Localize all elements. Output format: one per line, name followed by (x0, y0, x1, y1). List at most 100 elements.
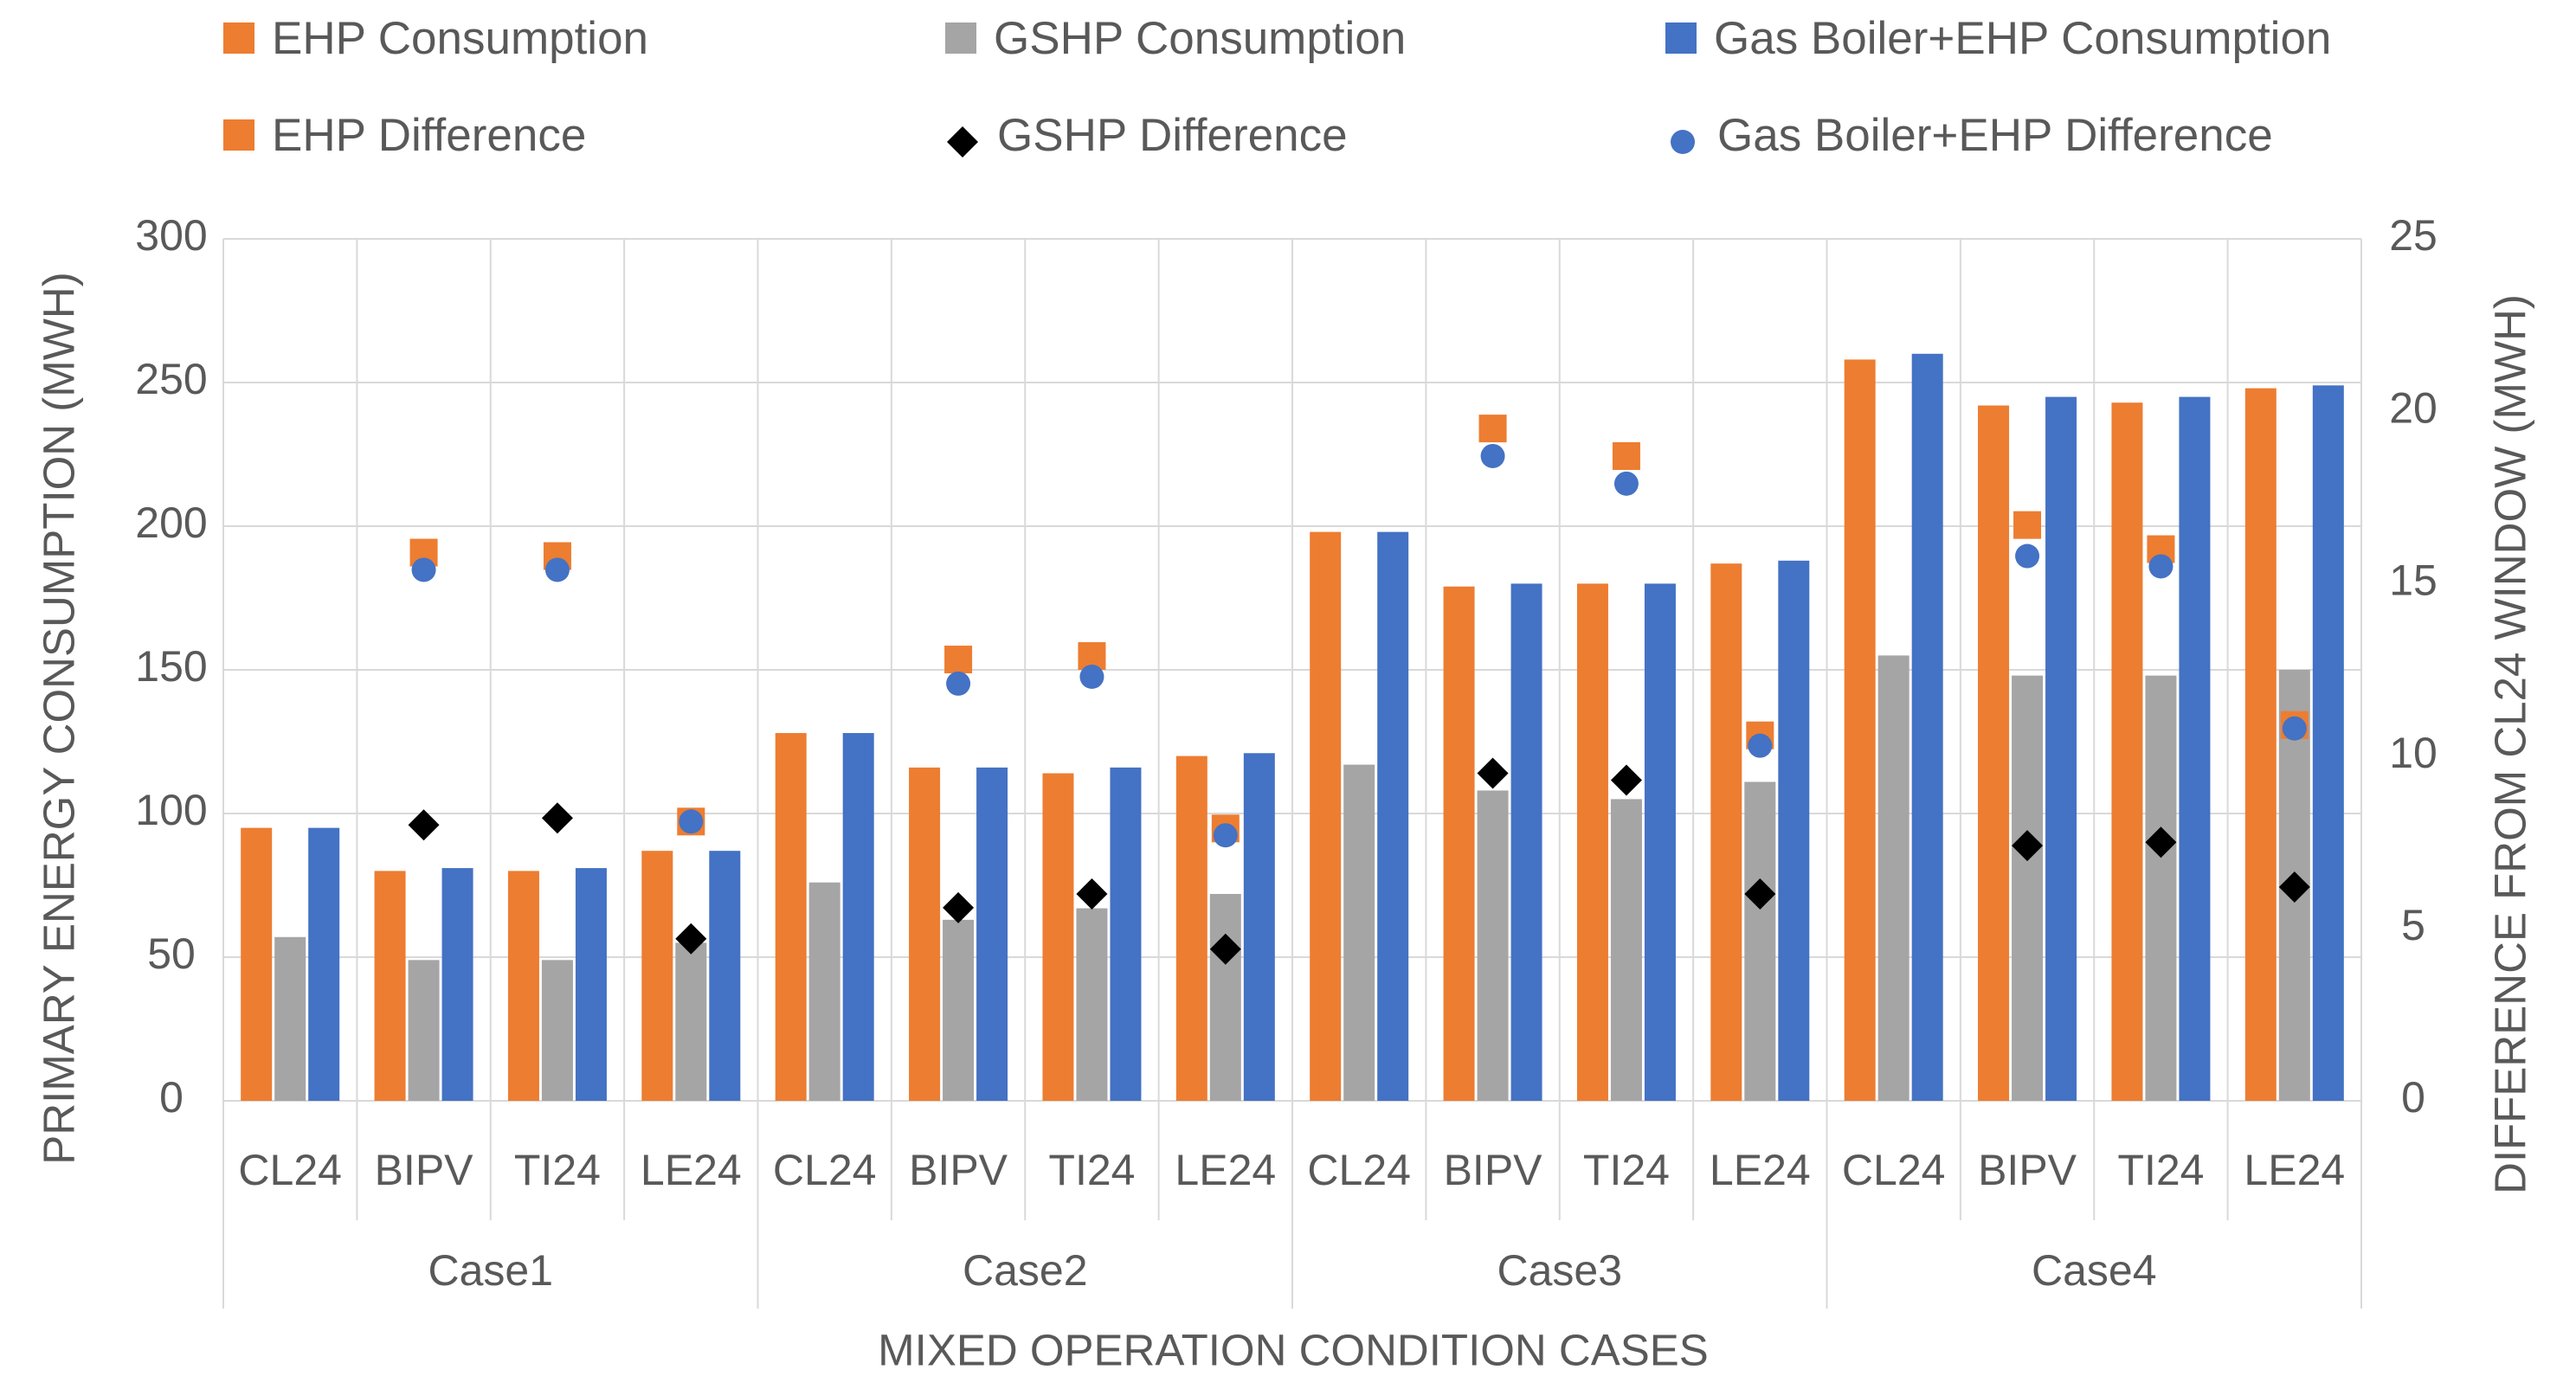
bar-ehp-consumption (775, 733, 807, 1101)
y-tick-label: 200 (135, 498, 207, 547)
bar-gshp-consumption (1343, 764, 1375, 1101)
bar-gas-boiler-ehp-consumption (1110, 767, 1142, 1101)
y-tick-label: 250 (135, 355, 207, 403)
bar-ehp-consumption (1042, 773, 1074, 1101)
bar-gshp-consumption (1477, 790, 1509, 1101)
marker-gas-boiler-ehp-difference (1480, 443, 1505, 468)
y-axis-title: PRIMARY ENERGY CONSUMPTION (MWH) (34, 272, 84, 1165)
marker-gas-boiler-ehp-difference (679, 809, 704, 834)
bar-gshp-consumption (808, 882, 840, 1101)
bar-gshp-consumption (1877, 655, 1909, 1101)
y2-tick-label: 15 (2389, 556, 2438, 605)
legend-label: EHP Difference (272, 109, 587, 161)
x-tick-label: CL24 (1842, 1146, 1946, 1194)
marker-ehp-difference (2013, 511, 2042, 539)
bar-gas-boiler-ehp-consumption (575, 868, 607, 1101)
bar-ehp-consumption (1710, 563, 1742, 1101)
marker-gshp-difference (2145, 826, 2177, 858)
marker-gshp-difference (2278, 871, 2310, 903)
legend-label: GSHP Difference (997, 109, 1348, 161)
bar-gas-boiler-ehp-consumption (976, 767, 1008, 1101)
marker-gas-boiler-ehp-difference (544, 557, 570, 582)
y2-tick-label: 10 (2389, 729, 2438, 777)
bar-gas-boiler-ehp-consumption (1510, 583, 1542, 1101)
bar-ehp-consumption (241, 827, 273, 1101)
bar-ehp-consumption (1310, 531, 1342, 1101)
x-tick-label: LE24 (1710, 1146, 1811, 1194)
marker-gas-boiler-ehp-difference (1079, 664, 1104, 689)
x-tick-label: BIPV (1978, 1146, 2077, 1194)
y2-tick-label: 0 (2401, 1073, 2425, 1122)
x-tick-label: TI24 (1583, 1146, 1670, 1194)
x-axis-title: MIXED OPERATION CONDITION CASES (878, 1325, 1709, 1375)
bar-gas-boiler-ehp-consumption (2312, 385, 2344, 1101)
bar-ehp-consumption (374, 871, 406, 1101)
marker-gas-boiler-ehp-difference (2015, 543, 2040, 569)
marker-gas-boiler-ehp-difference (1613, 471, 1639, 496)
x-tick-label: CL24 (1307, 1146, 1411, 1194)
bar-ehp-consumption (1175, 756, 1208, 1101)
marker-gas-boiler-ehp-difference (1748, 733, 1773, 758)
marker-gas-boiler-ehp-difference (1213, 823, 1238, 848)
bar-ehp-consumption (1978, 405, 2010, 1101)
x-tick-label: CL24 (773, 1146, 877, 1194)
bar-gshp-consumption (1076, 908, 1108, 1101)
bar-gas-boiler-ehp-consumption (308, 827, 340, 1101)
legend-label: GSHP Consumption (994, 12, 1407, 64)
marker-ehp-difference (1478, 415, 1507, 443)
bar-gshp-consumption (943, 919, 975, 1101)
bar-gas-boiler-ehp-consumption (2179, 396, 2211, 1102)
marker-ehp-difference (944, 646, 973, 674)
group-label: Case3 (1497, 1246, 1622, 1295)
x-tick-label: BIPV (909, 1146, 1008, 1194)
marker-gas-boiler-ehp-difference (946, 671, 971, 696)
bar-gas-boiler-ehp-consumption (842, 733, 874, 1101)
y2-tick-label: 25 (2389, 211, 2438, 260)
x-tick-label: LE24 (641, 1146, 742, 1194)
marker-gas-boiler-ehp-difference (411, 557, 436, 582)
legend-item-gshp-difference: GSHP Difference (945, 109, 1348, 161)
y-tick-label: 150 (135, 642, 207, 691)
bar-gshp-consumption (1610, 799, 1642, 1101)
marker-gshp-difference (1744, 878, 1776, 910)
bar-gshp-consumption (1744, 781, 1776, 1101)
legend-item-gas-boiler-ehp-difference: Gas Boiler+EHP Difference (1665, 109, 2273, 161)
legend-label: EHP Consumption (272, 12, 649, 64)
x-tick-label: LE24 (2244, 1146, 2345, 1194)
marker-gshp-difference (408, 809, 440, 841)
legend-item-gshp-consumption: GSHP Consumption (945, 12, 1406, 64)
orange-square-icon (223, 23, 254, 54)
legend-label: Gas Boiler+EHP Difference (1717, 109, 2273, 161)
bar-gas-boiler-ehp-consumption (2045, 396, 2077, 1102)
bar-ehp-consumption (2244, 388, 2277, 1101)
marker-gas-boiler-ehp-difference (2282, 716, 2307, 741)
y2-tick-label: 5 (2401, 901, 2425, 949)
black-diamond-icon (945, 118, 980, 158)
legend-item-gas-boiler-ehp-consumption: Gas Boiler+EHP Consumption (1665, 12, 2331, 64)
y-tick-label: 100 (135, 786, 207, 834)
bar-gas-boiler-ehp-consumption (709, 851, 741, 1101)
bar-ehp-consumption (1443, 586, 1475, 1101)
y-tick-label: 50 (147, 929, 196, 978)
y-tick-label: 300 (135, 211, 207, 260)
bar-gshp-consumption (541, 960, 573, 1101)
group-label: Case1 (428, 1246, 553, 1295)
bar-ehp-consumption (1844, 359, 1876, 1101)
marker-gshp-difference (1477, 757, 1509, 789)
bar-gas-boiler-ehp-consumption (1243, 753, 1275, 1101)
bar-ehp-consumption (2111, 402, 2143, 1101)
bar-gas-boiler-ehp-consumption (1911, 353, 1943, 1101)
marker-gshp-difference (1610, 764, 1642, 796)
y2-axis-title: DIFFERENCE FROM CL24 WINDOW (MWH) (2485, 294, 2535, 1194)
bar-ehp-consumption (507, 871, 539, 1101)
marker-gshp-difference (943, 891, 975, 923)
x-tick-label: TI24 (514, 1146, 601, 1194)
x-tick-label: CL24 (238, 1146, 342, 1194)
marker-gas-boiler-ehp-difference (2148, 554, 2174, 579)
orange-square-marker-icon (223, 119, 254, 151)
marker-gshp-difference (2012, 830, 2044, 862)
bar-gshp-consumption (2145, 675, 2177, 1101)
bar-ehp-consumption (1576, 583, 1608, 1101)
x-tick-label: BIPV (375, 1146, 474, 1194)
